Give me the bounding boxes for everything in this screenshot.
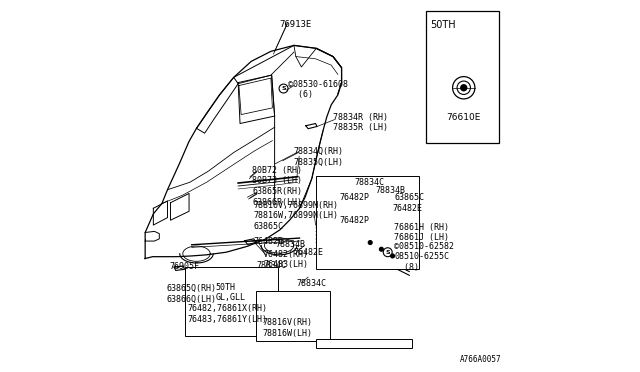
- Text: 63865Q(RH)
63866Q(LH): 63865Q(RH) 63866Q(LH): [167, 284, 217, 304]
- Text: 76905F: 76905F: [170, 262, 199, 271]
- Text: 63865C: 63865C: [394, 193, 424, 202]
- Text: 76482(RH)
76483(LH): 76482(RH) 76483(LH): [264, 250, 308, 269]
- Bar: [426, 11, 499, 143]
- Bar: [186, 267, 278, 336]
- Text: 78834Q(RH)
78835Q(LH): 78834Q(RH) 78835Q(LH): [294, 147, 344, 167]
- Text: ©08510-62582
08510-6255C
  (8): ©08510-62582 08510-6255C (8): [394, 242, 454, 272]
- Text: 63865R(RH)
63866R(LH): 63865R(RH) 63866R(LH): [252, 187, 302, 207]
- Circle shape: [369, 241, 372, 244]
- Text: 76913E: 76913E: [279, 20, 311, 29]
- Text: 78834B: 78834B: [275, 240, 305, 249]
- Text: 76610E: 76610E: [447, 113, 481, 122]
- Text: 76482,76861X(RH)
76483,76861Y(LH): 76482,76861X(RH) 76483,76861Y(LH): [187, 304, 267, 324]
- Text: 78816V(RH)
78816W(LH): 78816V(RH) 78816W(LH): [262, 318, 312, 338]
- Text: 76482E: 76482E: [392, 204, 422, 213]
- Text: S: S: [281, 86, 286, 91]
- Text: A766A0057: A766A0057: [460, 355, 502, 364]
- Text: S: S: [385, 250, 390, 255]
- Text: 80B72 (RH)
80B73 (LH): 80B72 (RH) 80B73 (LH): [252, 166, 302, 185]
- Text: 78834R (RH)
78835R (LH): 78834R (RH) 78835R (LH): [333, 113, 388, 132]
- Text: 78834B: 78834B: [376, 186, 406, 195]
- Bar: [316, 339, 412, 348]
- Text: 76482D: 76482D: [254, 237, 284, 246]
- Text: ©08530-61608
  (6): ©08530-61608 (6): [289, 80, 348, 99]
- Text: 50TH
GL,GLL: 50TH GL,GLL: [216, 283, 246, 302]
- Text: 76482E: 76482E: [293, 248, 323, 257]
- Text: 78834C: 78834C: [297, 279, 327, 288]
- Text: 76861H (RH)
76861J (LH): 76861H (RH) 76861J (LH): [394, 223, 449, 242]
- Text: 78834C: 78834C: [257, 262, 287, 270]
- Circle shape: [461, 85, 467, 91]
- Circle shape: [390, 254, 394, 258]
- Text: 76482P: 76482P: [339, 216, 369, 225]
- Circle shape: [380, 247, 383, 251]
- Bar: [316, 176, 419, 269]
- Text: 50TH: 50TH: [431, 20, 456, 31]
- Bar: [256, 291, 330, 341]
- Text: 76482P: 76482P: [339, 193, 369, 202]
- Text: 78834C: 78834C: [354, 178, 384, 187]
- Text: 78816V,76899M(RH)
78816W,76899N(LH)
63865C: 78816V,76899M(RH) 78816W,76899N(LH) 6386…: [253, 201, 338, 231]
